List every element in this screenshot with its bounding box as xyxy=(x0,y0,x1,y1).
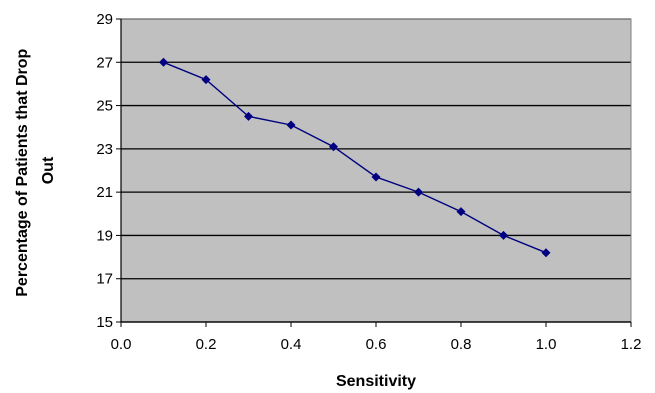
y-tick-label: 17 xyxy=(96,271,113,288)
x-tick-label: 0.0 xyxy=(111,336,132,353)
data-markers xyxy=(159,57,551,258)
series-line xyxy=(163,61,547,254)
y-axis-title-line-1: Percentage of Patients that Drop xyxy=(14,48,31,296)
data-point xyxy=(541,248,551,258)
data-point xyxy=(286,120,296,130)
gridlines xyxy=(121,18,631,323)
x-tick-label: 1.0 xyxy=(536,336,557,353)
x-tick-label: 0.6 xyxy=(366,336,387,353)
x-tick-label: 0.2 xyxy=(196,336,217,353)
y-tick-label: 15 xyxy=(96,314,113,331)
data-point xyxy=(201,75,211,85)
x-tick-label: 0.4 xyxy=(281,336,302,353)
data-point xyxy=(159,57,168,67)
y-tick-label: 27 xyxy=(96,54,113,71)
data-point xyxy=(371,172,381,182)
plot-area xyxy=(121,19,631,322)
y-tick-label: 21 xyxy=(96,184,113,201)
y-tick-label: 25 xyxy=(96,98,113,115)
x-tick-label: 1.2 xyxy=(621,336,642,353)
data-point xyxy=(456,207,466,217)
y-tick-label: 19 xyxy=(96,227,113,244)
y-axis-title-line-2: Out xyxy=(40,156,57,184)
data-point xyxy=(329,142,338,152)
data-point xyxy=(499,230,508,240)
x-tick-label: 0.8 xyxy=(451,336,472,353)
y-tick-labels: 15 17 19 21 23 25 27 29 xyxy=(96,11,121,331)
y-axis-title: Percentage of Patients that Drop Out xyxy=(14,44,57,297)
x-tick-labels: 0.0 0.2 0.4 0.6 0.8 1.0 1.2 xyxy=(111,322,642,353)
y-tick-label: 23 xyxy=(96,141,113,158)
x-axis-title: Sensitivity xyxy=(336,373,416,390)
data-point xyxy=(244,111,253,121)
y-tick-label: 29 xyxy=(96,11,113,28)
data-point xyxy=(414,187,423,197)
